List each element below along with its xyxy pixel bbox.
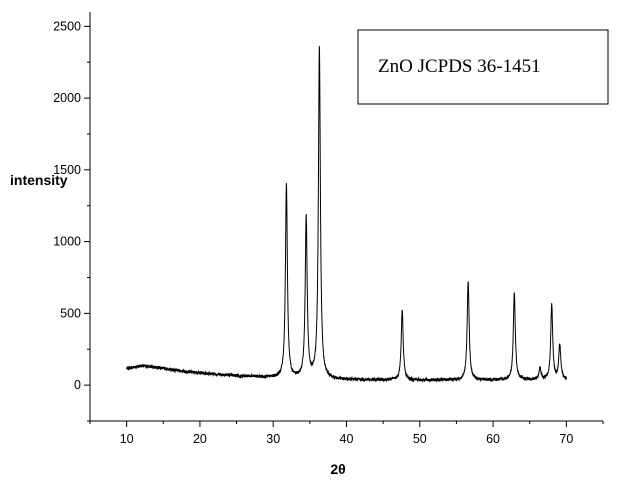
y-tick-label: 1500 <box>53 163 81 177</box>
legend-text: ZnO JCPDS 36-1451 <box>378 56 541 77</box>
y-tick-label: 2000 <box>53 91 81 105</box>
y-axis-label: intensity <box>10 172 68 188</box>
legend: ZnO JCPDS 36-1451 <box>357 29 609 105</box>
y-tick-label: 2500 <box>53 19 81 33</box>
legend-box <box>357 29 609 105</box>
y-tick-label: 1000 <box>53 235 81 249</box>
x-tick-label: 60 <box>486 432 500 446</box>
x-tick-label: 30 <box>266 432 280 446</box>
x-tick-label: 70 <box>559 432 573 446</box>
x-ticks: 10 20 30 40 50 60 70 <box>89 421 604 446</box>
y-tick-label: 0 <box>74 378 81 392</box>
y-ticks: 0 500 1000 1500 2000 2500 <box>53 19 90 422</box>
x-tick-label: 50 <box>413 432 427 446</box>
y-tick-label: 500 <box>60 306 81 320</box>
x-axis-label: 2θ <box>330 461 345 477</box>
diffraction-pattern-line <box>126 46 567 383</box>
x-tick-label: 20 <box>193 432 207 446</box>
x-tick-label: 10 <box>120 432 134 446</box>
x-tick-label: 40 <box>340 432 354 446</box>
